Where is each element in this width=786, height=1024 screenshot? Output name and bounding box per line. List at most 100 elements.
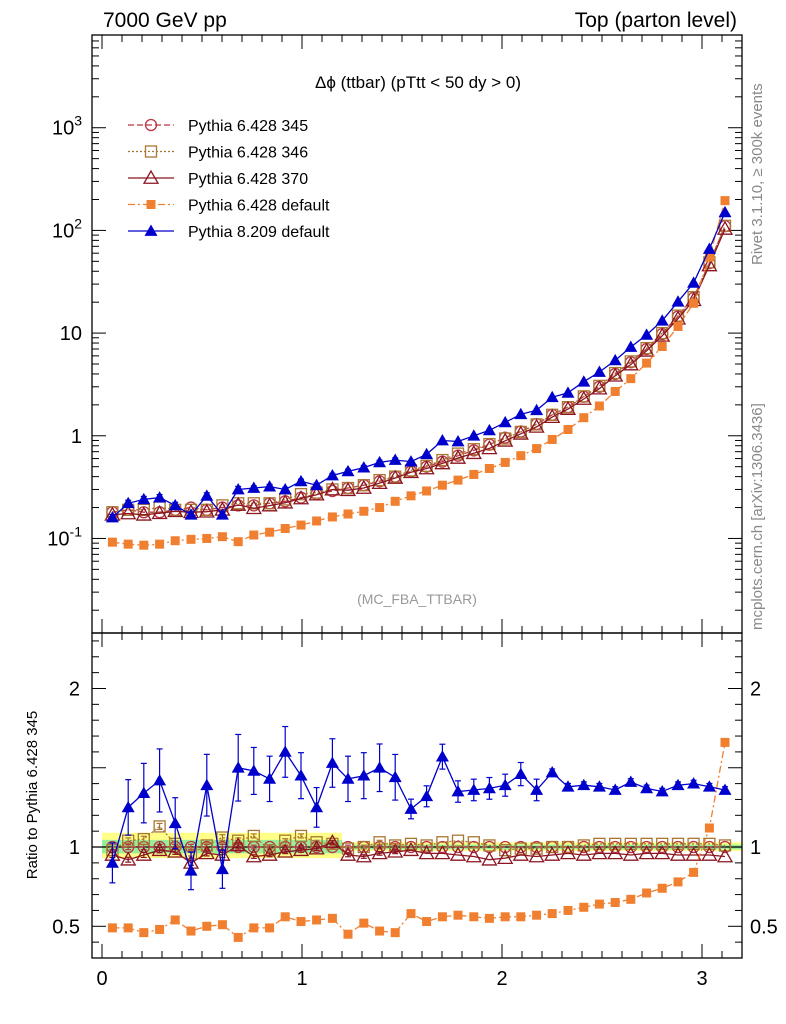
main-point-2 <box>167 502 184 518</box>
ratio-point-4 <box>200 778 214 791</box>
main-point-3 <box>484 464 494 474</box>
ratio-point-2 <box>355 848 372 863</box>
ratio-point-2 <box>701 846 718 861</box>
main-point-3 <box>469 469 479 479</box>
main-point-3 <box>657 342 667 352</box>
ratio-point-2 <box>622 846 639 861</box>
main-point-3 <box>359 506 369 516</box>
ratio-point-3 <box>139 928 149 938</box>
main-point-4 <box>200 489 214 501</box>
ratio-point-3 <box>155 924 165 934</box>
ratio-point-3 <box>657 883 667 893</box>
main-point-2 <box>434 455 451 470</box>
ratio-point-4 <box>153 773 167 786</box>
main-point-3 <box>296 520 306 530</box>
main-point-1 <box>451 447 465 460</box>
ratio-point-3 <box>280 912 290 922</box>
ratio-point-1 <box>467 836 480 849</box>
ratio-point-3 <box>359 918 369 928</box>
main-point-4 <box>373 455 387 468</box>
ratio-point-4 <box>137 786 151 798</box>
main-panel: Δϕ (ttbar) (pTtt < 50 dy > 0) (MC_FBA_TT… <box>47 34 743 634</box>
main-point-3 <box>217 532 227 542</box>
main-series-3 <box>107 196 730 550</box>
main-point-3 <box>422 486 432 496</box>
main-point-2 <box>120 505 137 520</box>
main-point-4 <box>718 205 732 218</box>
main-point-4 <box>404 455 418 467</box>
main-point-4 <box>640 328 654 340</box>
ratio-y-tick-label-right: 0.5 <box>750 916 778 938</box>
main-point-4 <box>325 469 339 481</box>
legend-label: Pythia 6.428 default <box>188 198 330 215</box>
ratio-point-4 <box>577 778 591 791</box>
ratio-point-2 <box>654 845 671 860</box>
ratio-point-4 <box>640 781 654 794</box>
main-point-2 <box>387 469 404 484</box>
legend-marker <box>142 169 160 184</box>
ratio-point-2 <box>544 846 561 861</box>
ratio-point-1 <box>357 840 370 854</box>
main-point-2 <box>575 390 592 405</box>
ratio-point-2 <box>167 843 184 858</box>
main-point-2 <box>151 504 168 520</box>
ratio-point-4 <box>373 761 387 773</box>
ratio-y-tick-label-right: 1 <box>750 837 761 859</box>
main-point-4 <box>357 461 371 473</box>
ratio-point-4 <box>545 766 559 778</box>
ratio-point-3 <box>107 923 117 933</box>
main-point-4 <box>702 242 716 254</box>
main-point-2 <box>544 408 561 423</box>
main-point-3 <box>343 509 353 519</box>
ratio-point-4 <box>404 802 418 814</box>
ratio-y-tick-label-right: 2 <box>750 678 761 700</box>
legend-item: Pythia 6.428 345 <box>128 118 308 135</box>
main-point-1 <box>373 473 386 487</box>
ratio-point-2 <box>449 846 467 861</box>
ratio-point-3 <box>484 913 494 923</box>
ratio-y-tick-label: 1 <box>69 837 80 859</box>
main-point-2 <box>465 444 482 460</box>
ratio-point-2 <box>292 841 310 857</box>
main-point-3 <box>249 530 259 540</box>
ratio-point-4 <box>435 750 449 762</box>
ratio-y-tick-label: 2 <box>69 678 80 700</box>
rivet-version-text: Rivet 3.1.10, ≥ 300k events <box>749 83 766 265</box>
ratio-point-2 <box>151 841 168 857</box>
ratio-point-1 <box>514 842 527 855</box>
ratio-point-3 <box>610 898 620 908</box>
ratio-point-4 <box>263 772 277 784</box>
ratio-point-2 <box>559 845 577 860</box>
ratio-point-3 <box>390 928 400 938</box>
ratio-point-4 <box>310 800 324 813</box>
ratio-point-1 <box>483 839 496 852</box>
ratio-point-2 <box>716 848 734 863</box>
ratio-point-2 <box>371 845 388 860</box>
main-series-2 <box>104 220 734 521</box>
ratio-point-4 <box>184 864 198 876</box>
main-point-3 <box>107 537 117 547</box>
main-point-2 <box>245 499 262 515</box>
ratio-point-4 <box>341 772 355 784</box>
legend-marker <box>144 118 158 132</box>
main-point-4 <box>231 482 245 495</box>
main-point-2 <box>481 440 498 455</box>
ratio-point-2 <box>497 849 514 865</box>
main-point-4 <box>137 492 151 505</box>
main-point-2 <box>355 479 372 494</box>
main-point-3 <box>265 527 275 537</box>
ratio-point-4 <box>482 781 496 794</box>
ratio-line-3 <box>112 742 726 939</box>
main-point-4 <box>624 340 638 352</box>
main-point-4 <box>341 464 355 477</box>
main-point-3 <box>579 413 589 423</box>
ratio-point-4 <box>655 785 669 797</box>
main-line-0 <box>112 225 726 513</box>
ratio-point-2 <box>245 848 262 863</box>
main-point-4 <box>121 496 135 509</box>
main-point-4 <box>687 276 701 288</box>
ratio-point-2 <box>685 846 702 861</box>
ratio-point-1 <box>546 840 559 854</box>
main-point-4 <box>561 386 575 398</box>
legend-label: Pythia 8.209 default <box>188 224 330 241</box>
